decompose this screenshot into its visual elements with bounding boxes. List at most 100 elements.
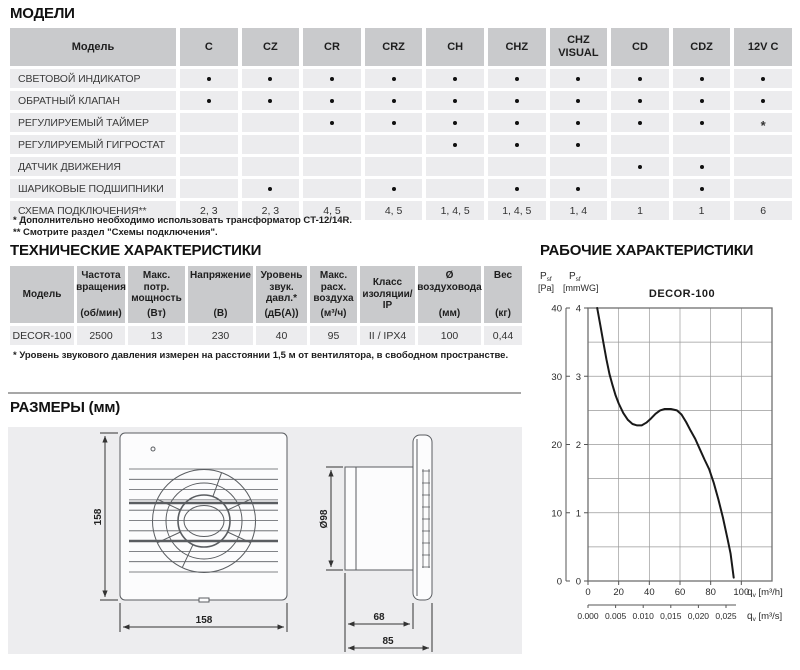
performance-chart: 0 10 20 30 40 0 1 2 3 4 0 20 40 60 80 100 0.000 0.005 0.01… [535, 262, 800, 664]
models-section-title: МОДЕЛИ [10, 5, 75, 22]
fan-front-view [119, 432, 288, 603]
tech-header-name: Частота вращения [76, 270, 126, 293]
feature-label: СВЕТОВОЙ ИНДИКАТОР [10, 69, 176, 88]
dimensions-panel: 158 158 Ø98 68 85 [8, 427, 522, 654]
duct-outline [344, 466, 414, 571]
tech-value-cell: 13 [128, 326, 185, 345]
feature-dot [576, 98, 581, 103]
tech-value-cell: 95 [310, 326, 357, 345]
feature-cell [672, 91, 731, 110]
feature-cell [180, 157, 238, 176]
chart-axes [565, 307, 742, 608]
tech-column-header: Макс. потр. мощность (Вт) [128, 266, 185, 323]
feature-cell: 4, 5 [364, 201, 423, 220]
feature-cell [426, 91, 484, 110]
feature-cell: 2, 3 [180, 201, 238, 220]
mmwg-tick-label: 4 [576, 304, 581, 315]
feature-cell [734, 179, 792, 198]
feature-cell [611, 179, 669, 198]
feature-cell [487, 135, 546, 154]
feature-cell [426, 69, 484, 88]
feature-dot [576, 120, 581, 125]
feature-dot [391, 76, 396, 81]
chart-title: DECOR-100 [649, 288, 715, 300]
feature-dot [268, 186, 273, 191]
tech-header-unit: (кг) [495, 307, 511, 319]
feature-cell [672, 157, 731, 176]
model-column-header: CHZ [487, 28, 546, 66]
feature-cell [364, 91, 423, 110]
feature-cell [426, 113, 484, 132]
models-footnotes: * Дополнительно необходимо использовать … [13, 215, 352, 238]
tech-header-name: Модель [22, 288, 62, 300]
model-column-header: CHZ VISUAL [549, 28, 608, 66]
feature-dot [329, 76, 334, 81]
feature-dot [699, 164, 704, 169]
model-column-header: CD [611, 28, 669, 66]
tech-value-cell: 230 [188, 326, 253, 345]
feature-cell [364, 69, 423, 88]
tech-value-cell: DECOR-100 [10, 326, 74, 345]
feature-cell [734, 157, 792, 176]
model-column-header: CR [303, 28, 361, 66]
feature-cell [734, 135, 792, 154]
feature-dot [206, 76, 211, 81]
feature-cell [241, 157, 300, 176]
x-tick-label: 40 [644, 587, 655, 598]
model-column-header: 12V C [734, 28, 792, 66]
feature-dot [637, 98, 642, 103]
feature-dot [637, 76, 642, 81]
tech-column-header: Модель [10, 266, 74, 323]
feature-cell [241, 69, 300, 88]
feature-label: ШАРИКОВЫЕ ПОДШИПНИКИ [10, 179, 176, 198]
tech-header-unit: (м³/ч) [320, 307, 347, 319]
x2-tick-label: 0,015 [660, 611, 682, 621]
x2-axis-name: qv [m³/s] [747, 611, 782, 623]
x2-tick-label: 0.010 [633, 611, 655, 621]
indicator-led [150, 446, 156, 452]
feature-dot [268, 98, 273, 103]
feature-cell: 6 [734, 201, 792, 220]
front-cover-outline [412, 434, 433, 601]
feature-dot [453, 76, 458, 81]
feature-dot [699, 98, 704, 103]
tech-value-cell: 0,44 [484, 326, 522, 345]
feature-dot [514, 120, 519, 125]
tech-header-unit: (мм) [438, 307, 461, 319]
front-grill-louvers [129, 468, 278, 573]
tech-header-unit: (Вт) [147, 307, 166, 319]
tech-header-name: Напряжение [190, 270, 251, 281]
feature-dot [761, 76, 766, 81]
feature-cell: 1 [672, 201, 731, 220]
tech-value-cell: II / IPX4 [360, 326, 415, 345]
feature-cell [487, 91, 546, 110]
feature-cell: 1, 4, 5 [426, 201, 484, 220]
side-grill-slots [422, 469, 430, 568]
feature-cell [611, 69, 669, 88]
feature-label: ОБРАТНЫЙ КЛАПАН [10, 91, 176, 110]
pa-tick-label: 30 [551, 372, 562, 383]
feature-cell [180, 69, 238, 88]
tech-value-cell: 40 [256, 326, 307, 345]
feature-cell [426, 157, 484, 176]
feature-cell [549, 157, 608, 176]
feature-dot [576, 142, 581, 147]
front-height-label: 158 [93, 508, 104, 525]
fan-side-view [344, 434, 433, 601]
tech-header-name: Класс изоляции/ IP [362, 277, 413, 312]
x-tick-label: 0 [585, 587, 590, 598]
tech-header-name: Макс. расх. воздуха [313, 270, 354, 304]
tech-header-unit: (В) [213, 307, 228, 319]
feature-cell: 1, 4 [549, 201, 608, 220]
feature-dot [514, 186, 519, 191]
mmwg-tick-label: 2 [576, 440, 581, 451]
feature-cell: * [734, 113, 792, 133]
dimensions-section-title: РАЗМЕРЫ (мм) [10, 399, 121, 416]
feature-cell [487, 69, 546, 88]
section-divider [8, 392, 521, 394]
feature-cell [303, 69, 361, 88]
x-tick-label: 80 [705, 587, 716, 598]
tech-column-header: Частота вращения (об/мин) [76, 266, 126, 323]
